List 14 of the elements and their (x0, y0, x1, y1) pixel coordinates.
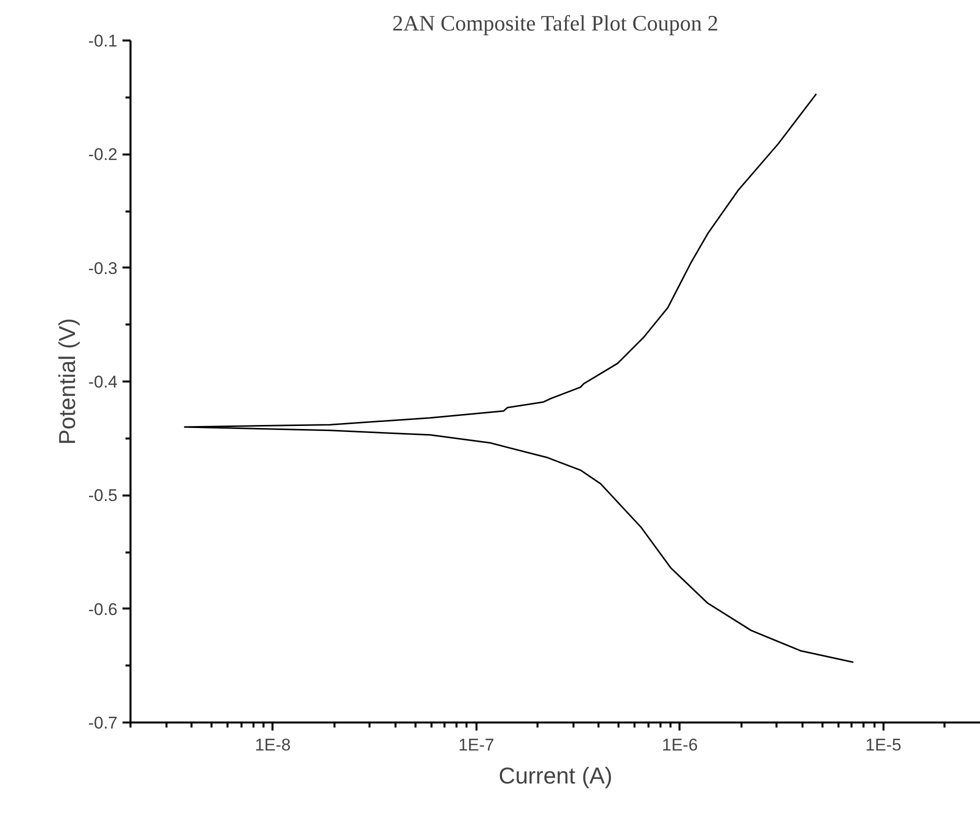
y-tick-label: -0.4 (88, 372, 118, 392)
chart-title: 2AN Composite Tafel Plot Coupon 2 (392, 10, 718, 36)
y-axis-title: Potential (V) (54, 318, 80, 445)
y-tick-label: -0.2 (88, 145, 118, 164)
y-tick-label: -0.3 (88, 258, 118, 278)
y-tick-label: -0.7 (88, 714, 118, 732)
y-tick-label: -0.5 (88, 486, 118, 506)
x-tick-label: 1E-7 (458, 736, 494, 754)
y-tick-label: -0.6 (88, 600, 118, 619)
x-tick-label: 1E-8 (254, 736, 291, 754)
x-tick-label: 1E-6 (662, 736, 698, 754)
x-tick-label: 1E-5 (865, 736, 902, 754)
y-tick-label: -0.1 (88, 32, 118, 50)
x-axis-title: Current (A) (498, 762, 612, 788)
